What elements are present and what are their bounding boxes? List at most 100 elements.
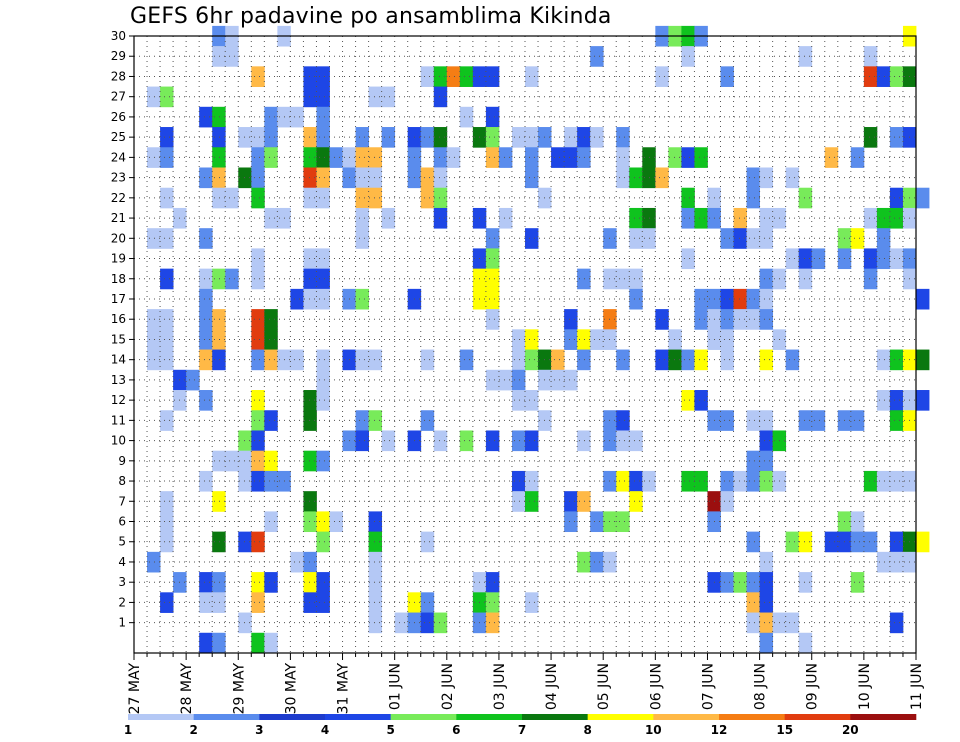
- heatmap-cell: [251, 410, 265, 431]
- heatmap-cell: [629, 491, 643, 512]
- heatmap-cell: [720, 470, 734, 492]
- heatmap-cell: [433, 127, 448, 148]
- colorbar-segment: [128, 714, 194, 720]
- heatmap-cell: [433, 147, 448, 168]
- heatmap-cell: [759, 612, 774, 634]
- heatmap-cell: [590, 329, 604, 350]
- heatmap-cell: [511, 349, 526, 371]
- heatmap-cell: [629, 207, 643, 229]
- heatmap-cell: [199, 268, 213, 290]
- heatmap-cell: [889, 187, 904, 209]
- colorbar-label: 5: [387, 723, 395, 737]
- heatmap-cell: [485, 248, 500, 270]
- heatmap-cell: [798, 410, 813, 431]
- heatmap-cell: [694, 207, 708, 229]
- heatmap-cell: [160, 187, 174, 209]
- heatmap-cell: [251, 531, 265, 553]
- y-tick-label: 25: [111, 130, 126, 144]
- heatmap-cell: [355, 127, 369, 148]
- heatmap-cell: [368, 147, 383, 168]
- heatmap-cell: [355, 410, 369, 431]
- heatmap-cell: [316, 511, 330, 533]
- heatmap-cell: [876, 349, 891, 371]
- heatmap-cell: [316, 147, 330, 168]
- heatmap-cell: [316, 106, 330, 128]
- heatmap-cell: [616, 511, 630, 533]
- heatmap-cell: [733, 470, 747, 492]
- heatmap-cell: [564, 147, 578, 168]
- heatmap-cell: [629, 167, 643, 189]
- y-tick-label: 24: [111, 150, 126, 164]
- heatmap-cell: [746, 450, 760, 472]
- y-tick-label: 26: [111, 110, 126, 124]
- heatmap-cell: [889, 410, 904, 431]
- heatmap-cell: [525, 592, 539, 613]
- heatmap-cell: [655, 66, 669, 87]
- colorbar-segment: [784, 714, 851, 720]
- heatmap-cell: [485, 268, 500, 290]
- heatmap-cell: [876, 248, 891, 270]
- heatmap-cell: [251, 632, 265, 654]
- heatmap-cell: [225, 46, 239, 67]
- heatmap-cell: [459, 106, 474, 128]
- heatmap-cell: [498, 147, 513, 168]
- heatmap-cell: [681, 470, 695, 492]
- heatmap-cell: [355, 207, 369, 229]
- heatmap-cell: [616, 430, 630, 452]
- heatmap-cell: [889, 248, 904, 270]
- heatmap-cell: [199, 309, 213, 330]
- heatmap-cell: [759, 551, 774, 573]
- heatmap-cell: [368, 167, 383, 189]
- heatmap-cell: [368, 187, 383, 209]
- heatmap-cell: [251, 390, 265, 411]
- heatmap-cell: [303, 167, 317, 189]
- y-tick-label: 14: [111, 353, 126, 367]
- heatmap-cell: [564, 511, 578, 533]
- heatmap-cell: [889, 127, 904, 148]
- heatmap-cell: [850, 228, 865, 249]
- heatmap-cell: [355, 167, 369, 189]
- heatmap-cell: [485, 612, 500, 634]
- heatmap-cell: [368, 551, 383, 573]
- heatmap-cell: [368, 531, 383, 553]
- colorbar-label: 2: [190, 723, 198, 737]
- heatmap-cell: [485, 572, 500, 593]
- heatmap-cell: [876, 66, 891, 87]
- heatmap-cell: [264, 470, 278, 492]
- heatmap-cell: [316, 349, 330, 371]
- heatmap-cell: [290, 349, 304, 371]
- heatmap-cell: [863, 531, 878, 553]
- heatmap-cell: [511, 329, 526, 350]
- heatmap-cell: [433, 187, 448, 209]
- heatmap-cell: [525, 167, 539, 189]
- heatmap-cell: [303, 390, 317, 411]
- heatmap-cell: [420, 410, 435, 431]
- heatmap-cell: [668, 329, 682, 350]
- colorbar-label: 6: [452, 723, 460, 737]
- heatmap-cell: [681, 248, 695, 270]
- heatmap-cell: [485, 592, 500, 613]
- heatmap-cell: [720, 491, 734, 512]
- y-tick-label: 29: [111, 49, 126, 63]
- heatmap-cell: [876, 470, 891, 492]
- heatmap-cell: [303, 410, 317, 431]
- heatmap-cell: [564, 329, 578, 350]
- heatmap-cell: [525, 228, 539, 249]
- heatmap-cell: [329, 511, 343, 533]
- heatmap-cell: [433, 86, 448, 108]
- heatmap-cell: [251, 127, 265, 148]
- heatmap-cell: [420, 349, 435, 371]
- heatmap-cell: [160, 349, 174, 371]
- colorbar-label: 3: [255, 723, 263, 737]
- colorbar-segment: [587, 714, 654, 720]
- colorbar-label: 12: [711, 723, 728, 737]
- heatmap-cell: [759, 430, 774, 452]
- heatmap-cell: [251, 167, 265, 189]
- heatmap-cell: [290, 106, 304, 128]
- heatmap-cell: [629, 228, 643, 249]
- x-tick-label: 31 MAY: [336, 663, 352, 715]
- heatmap-cell: [251, 430, 265, 452]
- heatmap-cell: [616, 127, 630, 148]
- heatmap-cell: [316, 531, 330, 553]
- y-tick-label: 9: [118, 454, 126, 468]
